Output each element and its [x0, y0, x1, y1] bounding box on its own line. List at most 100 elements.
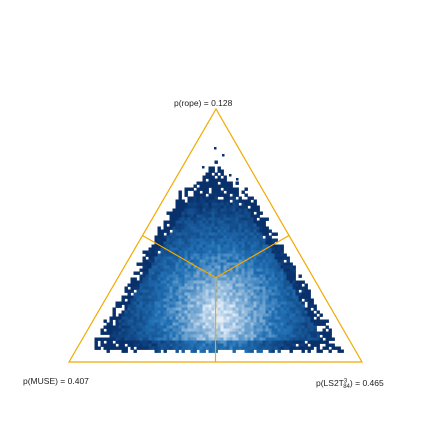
hexbin-cell-1180 — [226, 277, 230, 281]
hexbin-cell-2332 — [160, 331, 164, 335]
hexbin-cell-1700 — [148, 304, 152, 308]
hexbin-cell-2735 — [244, 346, 248, 350]
hexbin-cell-145 — [196, 202, 200, 206]
hexbin-cell-2055 — [208, 319, 212, 323]
hexbin-cell-1496 — [298, 292, 302, 296]
hexbin-cell-985 — [277, 265, 281, 269]
hexbin-cell-1307 — [265, 283, 269, 287]
hexbin-cell-82 — [193, 193, 197, 197]
hexbin-cell-1498 — [304, 292, 308, 296]
hexbin-cell-1667 — [241, 301, 245, 305]
hexbin-cell-644 — [253, 244, 257, 248]
hexbin-cell-1232 — [217, 280, 221, 284]
hexbin-cell-64 — [244, 187, 248, 191]
hexbin-cell-1973 — [169, 316, 173, 320]
hexbin-cell-2474 — [130, 337, 134, 341]
hexbin-cell-879 — [259, 259, 263, 263]
hexbin-cell-2374 — [286, 331, 290, 335]
hexbin-cell-1819 — [112, 310, 116, 314]
hexbin-cell-465 — [196, 232, 200, 236]
hexbin-cell-1690 — [115, 304, 119, 308]
hexbin-cell-763 — [199, 253, 203, 257]
hexbin-cell-2401 — [145, 334, 149, 338]
hexbin-cell-312 — [265, 217, 269, 221]
hexbin-cell-2699 — [136, 346, 140, 350]
hexbin-cell-495 — [166, 235, 170, 239]
hexbin-cell-617 — [172, 244, 176, 248]
hexbin-cell-37 — [193, 184, 197, 188]
hexbin-cell-1100 — [151, 274, 155, 278]
hexbin-cell-1860 — [241, 310, 245, 314]
hexbin-cell-1075 — [232, 271, 236, 275]
hexbin-cell-472 — [217, 232, 221, 236]
hexbin-cell-2103 — [133, 322, 137, 326]
hexbin-cell-1106 — [169, 274, 173, 278]
hexbin-cell-542 — [193, 238, 197, 242]
hexbin-cell-493 — [160, 235, 164, 239]
hexbin-cell-1968 — [154, 316, 158, 320]
hexbin-cell-1538 — [235, 295, 239, 299]
hexbin-cell-1161 — [169, 277, 173, 281]
hexbin-cell-1905 — [175, 313, 179, 317]
hexbin-cell-1677 — [271, 301, 275, 305]
hexbin-cell-630 — [211, 244, 215, 248]
hexbin-cell-1439 — [307, 289, 311, 293]
hexbin-cell-415 — [265, 226, 269, 230]
hexbin-cell-1799 — [253, 307, 257, 311]
hexbin-cell-2711 — [172, 346, 176, 350]
hexbin-cell-2413 — [181, 334, 185, 338]
hexbin-cell-1305 — [259, 283, 263, 287]
hexbin-cell-738 — [262, 250, 266, 254]
hexbin-cell-1745 — [283, 304, 287, 308]
hexbin-cell-1478 — [244, 292, 248, 296]
hexbin-cell-241 — [229, 211, 233, 215]
hexbin-cell-1246 — [259, 280, 263, 284]
hexbin-cell-427 — [193, 229, 197, 233]
hexbin-cell-2609 — [310, 340, 314, 344]
hexbin-cell-2159 — [301, 322, 305, 326]
hexbin-cell-377 — [256, 223, 260, 227]
hexbin-cell-1259 — [298, 280, 302, 284]
hexbin-cell-1875 — [286, 310, 290, 314]
hexbin-cell-1219 — [178, 280, 182, 284]
hexbin-cell-690 — [256, 247, 260, 251]
hexbin-cell-1833 — [160, 310, 164, 314]
hexbin-cell-1956 — [118, 316, 122, 320]
hexbin-cell-971 — [235, 265, 239, 269]
hexbin-cell-2675 — [283, 343, 287, 347]
hexbin-cell-1755 — [112, 307, 116, 311]
hexbin-cell-2480 — [148, 337, 152, 341]
hexbin-cell-2375 — [289, 331, 293, 335]
hexbin-cell-2603 — [289, 340, 293, 344]
hexbin-cell-812 — [205, 256, 209, 260]
hexbin-cell-1348 — [211, 286, 215, 290]
hexbin-cell-1898 — [154, 313, 158, 317]
hexbin-cell-1429 — [274, 289, 278, 293]
hexbin-cell-2128 — [208, 322, 212, 326]
hexbin-cell-1868 — [265, 310, 269, 314]
hexbin-cell-1881 — [304, 310, 308, 314]
hexbin-cell-1718 — [202, 304, 206, 308]
hexbin-cell-957 — [193, 265, 197, 269]
hexbin-cell-1676 — [268, 301, 272, 305]
hexbin-cell-2713 — [178, 346, 182, 350]
hexbin-cell-656 — [154, 247, 158, 251]
hexbin-cell-1493 — [289, 292, 293, 296]
hexbin-cell-2672 — [274, 343, 278, 347]
hexbin-cell-2715 — [184, 346, 188, 350]
hexbin-cell-440 — [232, 229, 236, 233]
hexbin-cell-184 — [235, 205, 239, 209]
hexbin-cell-2328 — [148, 331, 152, 335]
hexbin-cell-245 — [241, 211, 245, 215]
hexbin-cell-2379 — [301, 331, 305, 335]
hexbin-cell-40 — [205, 184, 209, 188]
hexbin-cell-1455 — [175, 292, 179, 296]
hexbin-cell-494 — [163, 235, 167, 239]
hexbin-cell-1249 — [268, 280, 272, 284]
hexbin-cell-1002 — [172, 268, 176, 272]
hexbin-cell-2120 — [184, 322, 188, 326]
hexbin-cell-209 — [226, 208, 230, 212]
hexbin-cell-2679 — [298, 343, 302, 347]
hexbin-cell-2028 — [127, 319, 131, 323]
